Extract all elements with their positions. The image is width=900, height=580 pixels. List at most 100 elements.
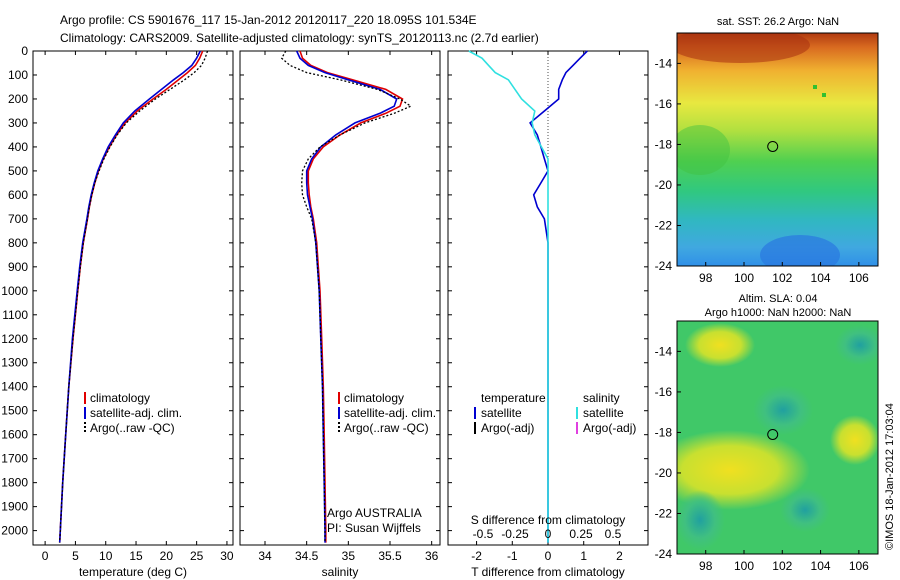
s-difference-label: S difference from climatology [471, 513, 626, 527]
sla-blue-blob [780, 488, 830, 532]
latitude-tick-label: -18 [655, 425, 673, 439]
difference-panel: -2 -1 0 1 2 T difference from climatology S … [447, 50, 649, 579]
series-line-satellite-adj-clim [295, 50, 398, 543]
x-tick-label: 1 [580, 549, 587, 563]
longitude-tick-label: 98 [699, 559, 713, 573]
imos-timestamp: ©IMOS 18-Jan-2012 17:03:04 [884, 403, 896, 550]
latitude-tick-label: -22 [655, 506, 673, 520]
latitude-tick-label: -24 [655, 547, 673, 561]
latitude-tick-label: -16 [655, 97, 673, 111]
x-tick-label: 2 [616, 549, 623, 563]
latitude-tick-label: -14 [655, 56, 673, 70]
longitude-tick-label: 106 [849, 271, 869, 285]
series-line-climatology [58, 50, 204, 543]
sst-field [677, 33, 878, 266]
s-tick-label: 0.5 [605, 527, 622, 541]
series-line-argo-raw-qc [280, 50, 413, 543]
x-tick-label: 34 [258, 549, 272, 563]
difference-legend: temperature satellite Argo(-adj) salinit… [474, 391, 636, 435]
salinity-legend: climatology satellite-adj. clim. Argo(..… [338, 391, 436, 435]
sst-pixel [813, 85, 817, 89]
legend-title-temperature: temperature [481, 391, 546, 405]
sla-yellow-blob [685, 323, 755, 367]
legend-label-t-argo: Argo(-adj) [481, 421, 534, 435]
sla-map-panel: Altim. SLA: 0.04 Argo h1000: NaN h2000: … [655, 293, 879, 573]
legend-title-salinity: salinity [583, 391, 620, 405]
latitude-tick-label: -14 [655, 344, 673, 358]
longitude-tick-label: 102 [772, 559, 792, 573]
x-tick-label: 5 [72, 549, 79, 563]
sst-map-panel: sat. SST: 26.2 Argo: NaN 98 100 102 104 106 -… [655, 16, 879, 285]
x-tick-label: 34.5 [295, 549, 319, 563]
x-tick-label: 15 [129, 549, 143, 563]
depth-tick-label: 1000 [1, 284, 28, 298]
sst-map-title: sat. SST: 26.2 Argo: NaN [717, 16, 839, 28]
temperature-panel: 0100200300400500600700800900100011001200… [1, 44, 234, 579]
legend-label-s-argo: Argo(-adj) [583, 421, 636, 435]
salinity-xlabel: salinity [322, 565, 359, 579]
legend-label-s-satellite: satellite [583, 406, 624, 420]
latitude-tick-label: -22 [655, 218, 673, 232]
title-line-1: Argo profile: CS 5901676_117 15-Jan-2012… [60, 13, 477, 27]
depth-tick-label: 1500 [1, 404, 28, 418]
x-tick-label: -1 [507, 549, 518, 563]
depth-tick-label: 1300 [1, 356, 28, 370]
legend-label-argo: Argo(..raw -QC) [344, 421, 429, 435]
legend-label-t-satellite: satellite [481, 406, 522, 420]
title-line-2: Climatology: CARS2009. Satellite-adjuste… [60, 31, 539, 45]
latitude-tick-label: -16 [655, 385, 673, 399]
longitude-tick-label: 102 [772, 271, 792, 285]
sla-blue-blob [753, 385, 813, 435]
x-tick-label: 35 [342, 549, 356, 563]
x-tick-label: 0 [545, 549, 552, 563]
sla-yellow-blob [677, 430, 810, 510]
s-tick-label: 0.25 [569, 527, 593, 541]
depth-tick-label: 0 [21, 44, 28, 58]
depth-tick-label: 600 [8, 188, 28, 202]
x-tick-label: 20 [160, 549, 174, 563]
depth-tick-label: 1900 [1, 500, 28, 514]
temperature-xlabel: temperature (deg C) [79, 565, 187, 579]
argo-program-annotation: Argo AUSTRALIA [327, 506, 422, 520]
x-tick-label: 10 [99, 549, 113, 563]
sla-profile-marker [767, 428, 779, 440]
series-line-temperature-satellite [529, 50, 588, 543]
sst-profile-marker [767, 140, 779, 152]
x-tick-label: 30 [220, 549, 234, 563]
x-tick-label: 0 [42, 549, 49, 563]
sla-blue-blob [835, 325, 878, 365]
depth-tick-label: 2000 [1, 524, 28, 538]
latitude-tick-label: -20 [655, 466, 673, 480]
series-line-salinity-satellite [468, 50, 549, 543]
longitude-tick-label: 100 [734, 271, 754, 285]
sst-pixel [822, 93, 826, 97]
depth-tick-label: 700 [8, 212, 28, 226]
depth-tick-label: 800 [8, 236, 28, 250]
salinity-axes-box [239, 50, 441, 546]
depth-tick-label: 200 [8, 92, 28, 106]
sst-blue-patch [760, 235, 840, 266]
legend-label-climatology: climatology [90, 391, 150, 405]
temperature-axes-box [32, 50, 234, 546]
longitude-tick-label: 106 [849, 559, 869, 573]
pi-annotation: PI: Susan Wijffels [327, 521, 421, 535]
longitude-tick-label: 100 [734, 559, 754, 573]
sst-warm-patch [677, 33, 810, 63]
sst-green-patch [677, 125, 730, 175]
latitude-tick-label: -24 [655, 259, 673, 273]
difference-xlabel: T difference from climatology [471, 565, 625, 579]
x-tick-label: -2 [471, 549, 482, 563]
sla-yellow-blob [830, 415, 878, 465]
depth-tick-label: 900 [8, 260, 28, 274]
series-line-climatology [299, 50, 404, 543]
series-line-argo-raw-qc [59, 50, 209, 543]
sla-axes-box [676, 320, 879, 555]
depth-tick-label: 1100 [2, 308, 28, 322]
s-tick-label: -0.25 [501, 527, 529, 541]
legend-label-satellite: satellite-adj. clim. [344, 406, 436, 420]
longitude-tick-label: 98 [699, 271, 713, 285]
latitude-tick-label: -20 [655, 178, 673, 192]
longitude-tick-label: 104 [811, 559, 831, 573]
s-difference-tick-labels: -0.5 -0.25 0 0.25 0.5 [473, 527, 622, 541]
